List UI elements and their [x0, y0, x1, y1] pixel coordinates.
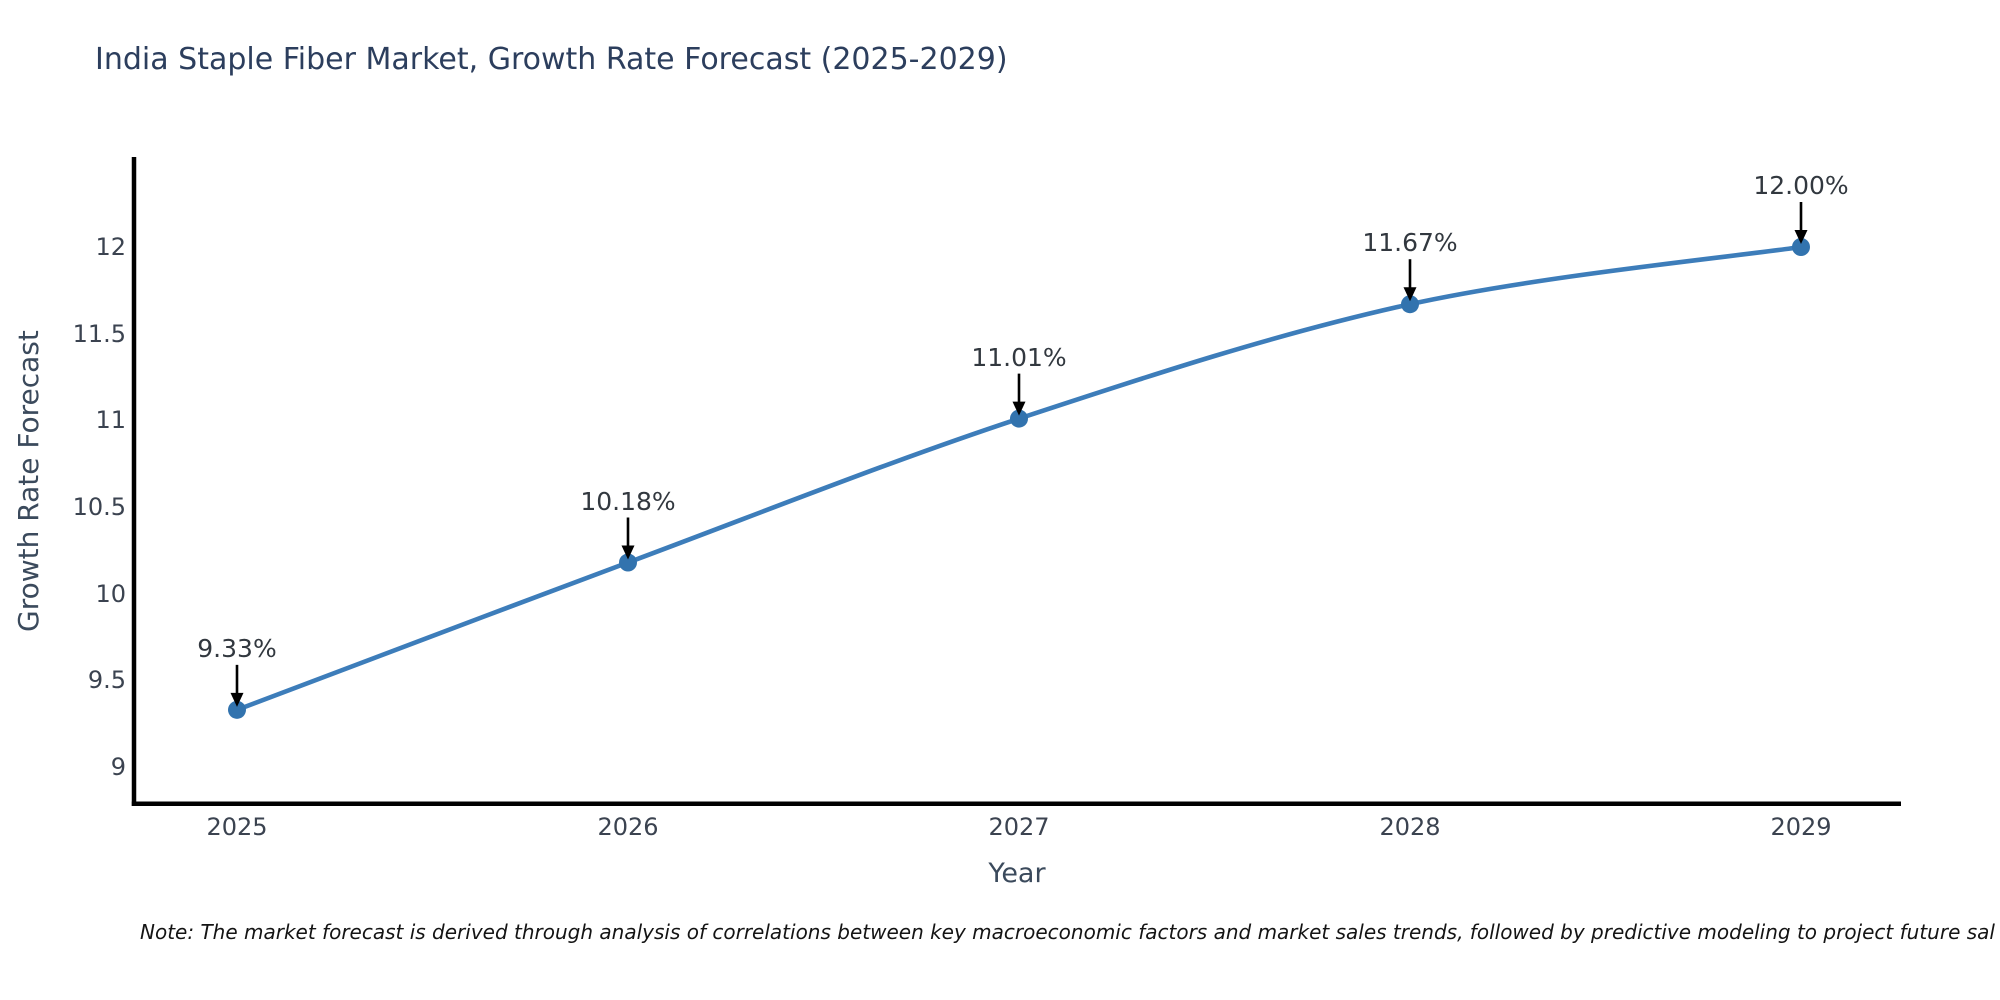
chart-title: India Staple Fiber Market, Growth Rate F…: [95, 42, 1008, 77]
x-tick-label: 2026: [597, 813, 659, 841]
x-tick-label: 2027: [988, 813, 1050, 841]
point-value-label: 12.00%: [1753, 171, 1849, 200]
data-point-marker: [1792, 238, 1810, 256]
series-layer: [228, 238, 1810, 719]
y-tick-label: 9: [110, 753, 126, 782]
point-value-label: 11.67%: [1362, 228, 1458, 258]
x-axis-title: Year: [988, 858, 1046, 889]
annotation-arrow-layer: [230, 202, 1808, 707]
annotation-arrowhead-icon: [1794, 230, 1808, 244]
y-tick-label: 11.5: [72, 319, 126, 348]
point-value-label: 11.01%: [971, 342, 1067, 372]
y-tick-label: 10.5: [72, 493, 126, 522]
y-tick-label: 10: [95, 579, 126, 608]
data-point-marker: [228, 700, 246, 719]
annotation-arrowhead-icon: [1012, 401, 1026, 416]
growth-rate-line: [234, 244, 1804, 713]
annotation-arrowhead-icon: [1403, 287, 1417, 302]
point-value-label: 10.18%: [580, 486, 676, 516]
x-tick-label: 2029: [1770, 813, 1832, 841]
y-tick-label: 11: [95, 406, 126, 435]
annotation-arrowhead-icon: [621, 545, 635, 560]
point-value-label: 9.33%: [197, 633, 277, 663]
y-tick-label: 12: [95, 233, 126, 261]
data-point-marker: [1010, 409, 1028, 428]
x-tick-label: 2025: [206, 813, 268, 841]
y-tick-label: 9.5: [87, 666, 126, 695]
data-point-marker: [1401, 295, 1419, 314]
annotation-arrowhead-icon: [230, 692, 244, 707]
footnote: Note: The market forecast is derived thr…: [140, 920, 1995, 944]
data-point-marker: [619, 553, 637, 572]
x-tick-label: 2028: [1379, 813, 1441, 841]
